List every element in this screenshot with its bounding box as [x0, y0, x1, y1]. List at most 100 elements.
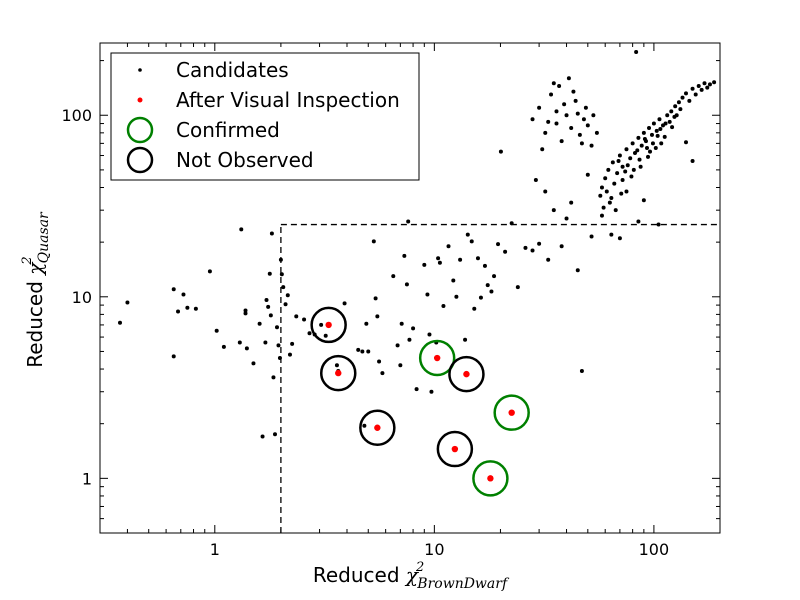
legend-marker-after-visual-inspection: [137, 97, 143, 103]
candidate-point: [589, 143, 594, 148]
candidate-point: [117, 320, 122, 325]
candidate-point: [283, 302, 288, 307]
candidate-point: [639, 143, 644, 148]
candidate-point: [585, 123, 590, 128]
candidate-point: [437, 260, 442, 265]
candidate-point: [629, 174, 634, 179]
candidate-point: [407, 337, 412, 342]
candidate-point: [616, 158, 621, 163]
candidate-point: [577, 132, 582, 137]
visual-inspection-point: [374, 424, 381, 431]
candidate-point: [564, 216, 569, 221]
x-tick-label: 1: [210, 540, 220, 559]
candidate-points: [117, 50, 717, 439]
candidate-point: [307, 331, 312, 336]
candidate-point: [276, 343, 281, 348]
visual-inspection-point: [463, 370, 470, 378]
candidate-point: [446, 244, 451, 249]
candidate-point: [649, 132, 654, 137]
candidate-point: [651, 121, 656, 126]
candidate-point: [581, 117, 586, 122]
candidate-point: [463, 337, 468, 342]
candidate-point: [674, 113, 679, 118]
x-axis-label: Reduced χ2 BrownDwarf: [313, 560, 510, 592]
confirmed-ring: [472, 460, 509, 497]
candidate-point: [551, 208, 556, 213]
candidate-point: [624, 189, 629, 194]
cut-lines: [280, 223, 720, 533]
candidate-point: [712, 80, 717, 85]
candidate-point: [294, 314, 299, 319]
candidate-point: [515, 285, 520, 290]
candidate-point: [414, 387, 419, 392]
visual-inspection-point: [325, 321, 332, 329]
legend-label-after-visual-inspection: After Visual Inspection: [176, 88, 400, 112]
candidate-point: [454, 294, 459, 299]
candidate-point: [702, 81, 707, 86]
legend-marker-candidates: [138, 68, 142, 72]
candidate-point: [251, 361, 256, 366]
x-axis-label-sup: 2: [415, 560, 424, 575]
candidate-point: [543, 189, 548, 194]
candidate-point: [221, 344, 226, 349]
legend-label-confirmed: Confirmed: [176, 118, 280, 142]
candidate-point: [554, 109, 559, 114]
visual-inspection-point: [335, 369, 342, 377]
confirmed-ring: [493, 394, 530, 431]
candidate-point: [662, 134, 667, 139]
candidate-point: [699, 87, 704, 92]
visual-inspection-point: [508, 409, 515, 416]
not-observed-ring: [448, 355, 485, 393]
candidate-point: [557, 83, 562, 88]
candidate-point: [663, 121, 668, 126]
candidate-point: [375, 314, 380, 319]
candidate-point: [617, 153, 622, 158]
candidate-point: [549, 92, 554, 97]
candidate-point: [554, 121, 559, 126]
candidate-point: [665, 113, 670, 118]
candidate-point: [579, 141, 584, 146]
candidate-point: [398, 363, 403, 368]
not-observed-ring: [359, 409, 396, 446]
candidate-point: [244, 346, 249, 351]
not-observed-ring: [436, 430, 474, 468]
plot-border: [99, 42, 721, 534]
candidate-point: [264, 298, 269, 303]
y-tick-label: 1: [82, 469, 92, 488]
candidate-point: [620, 177, 625, 182]
candidate-point: [214, 328, 219, 333]
candidate-point: [585, 172, 590, 177]
candidate-point: [537, 241, 542, 246]
candidate-point: [603, 176, 608, 181]
candidate-point: [653, 146, 658, 151]
candidate-point: [670, 125, 675, 130]
candidate-point: [551, 81, 556, 86]
candidate-point: [656, 222, 661, 227]
candidate-point: [425, 292, 430, 297]
candidate-point: [503, 249, 508, 254]
candidate-point: [373, 296, 378, 301]
candidate-point: [599, 185, 604, 190]
candidate-point: [342, 301, 347, 306]
candidate-point: [613, 208, 618, 213]
legend: Candidates After Visual Inspection Confi…: [110, 52, 420, 181]
candidate-point: [181, 292, 186, 297]
y-axis-label-sub: Quasar: [36, 211, 52, 263]
candidate-point: [693, 92, 698, 97]
candidate-point: [607, 200, 612, 205]
candidate-point: [617, 236, 622, 241]
candidate-point: [599, 213, 604, 218]
candidate-point: [696, 83, 701, 88]
candidate-point: [683, 140, 688, 145]
x-tick-label: 10: [424, 540, 444, 559]
candidate-point: [268, 313, 273, 318]
candidate-point: [287, 352, 292, 357]
candidate-point: [125, 300, 130, 305]
candidate-point: [638, 164, 643, 169]
candidate-point: [669, 109, 674, 114]
candidate-point: [371, 239, 376, 244]
candidate-point: [659, 141, 664, 146]
y-tick-label: 10: [72, 288, 92, 307]
candidate-point: [615, 171, 620, 176]
candidate-point: [604, 189, 609, 194]
